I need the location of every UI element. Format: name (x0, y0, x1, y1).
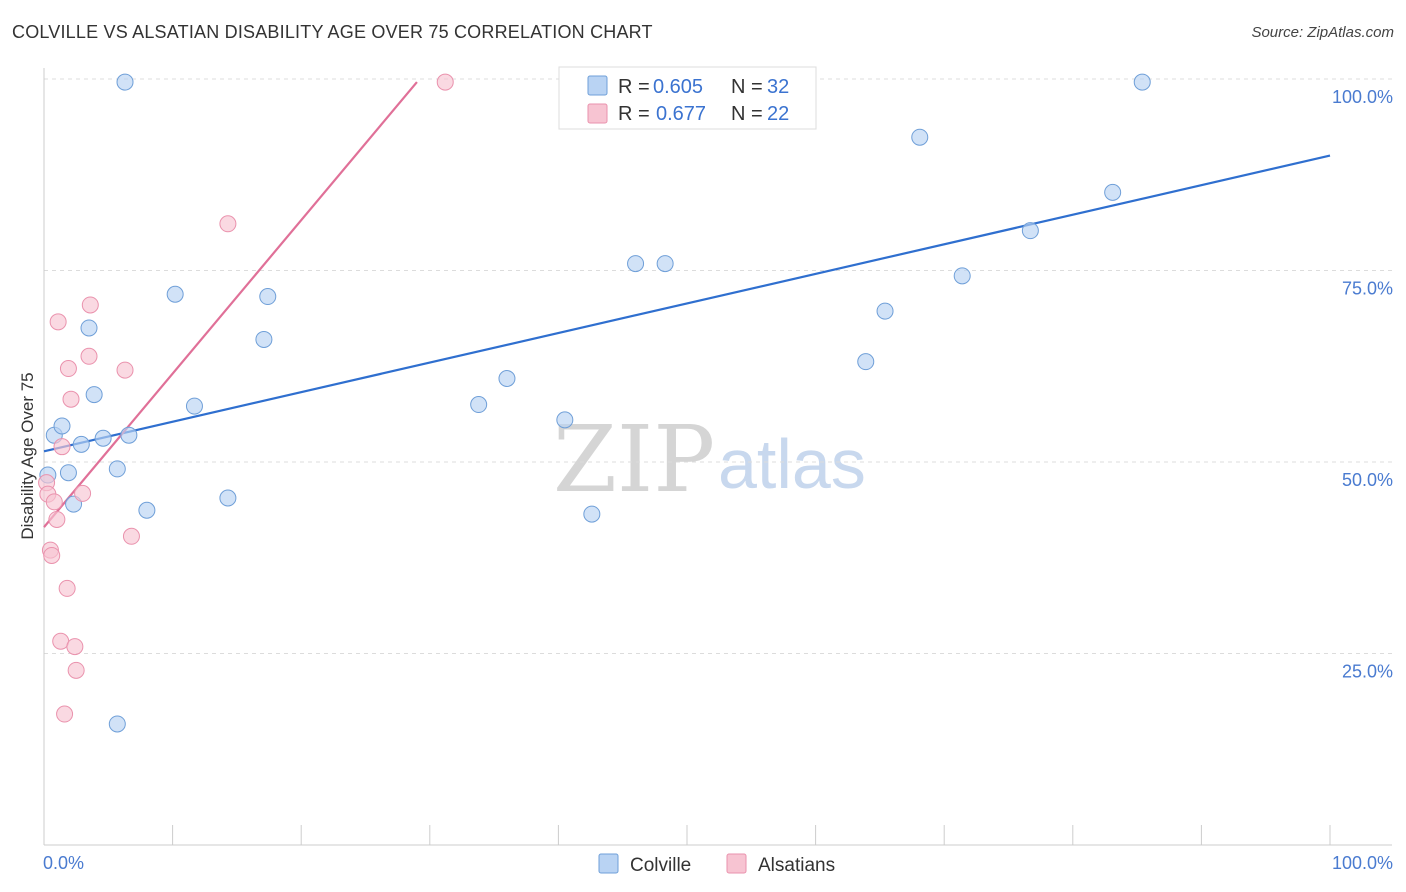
bottom-legend-swatch-alsatians (726, 853, 747, 874)
legend-r-value-alsatians: 0.677 (656, 103, 706, 125)
watermark: ZIP atlas (553, 406, 866, 513)
point-colville (255, 330, 273, 348)
point-colville (59, 464, 77, 482)
bottom-legend-swatch-colville (598, 853, 619, 874)
legend-n-label-alsatians: N = (731, 103, 763, 125)
point-alsatians (80, 347, 98, 365)
legend-r-value-colville: 0.605 (653, 76, 703, 98)
point-colville (138, 501, 156, 519)
point-alsatians (436, 73, 454, 91)
legend-r-label-alsatians: R = (618, 103, 650, 125)
point-colville (583, 505, 601, 523)
data-points (38, 73, 1151, 733)
watermark-atlas: atlas (718, 425, 866, 503)
trend-line-alsatians (43, 81, 418, 528)
legend-swatch-colville (587, 75, 608, 96)
point-alsatians (52, 632, 70, 650)
legend-n-value-colville: 32 (767, 76, 789, 98)
legend-n-value-alsatians: 22 (767, 103, 789, 125)
x-tick-label-left: 0.0% (43, 853, 84, 873)
point-colville (911, 128, 929, 146)
y-tick-label: 100.0% (1332, 87, 1393, 107)
point-colville (185, 397, 203, 415)
point-colville (1021, 222, 1039, 240)
point-colville (470, 396, 488, 414)
point-colville (627, 255, 645, 273)
y-tick-label: 75.0% (1342, 279, 1393, 299)
point-alsatians (66, 638, 84, 656)
legend-swatch-alsatians (587, 103, 608, 124)
point-alsatians (45, 493, 63, 511)
y-tick-label: 25.0% (1342, 662, 1393, 682)
point-colville (108, 460, 126, 478)
point-alsatians (53, 438, 71, 456)
source-label: Source: ZipAtlas.com (1251, 24, 1394, 41)
gridlines (44, 78, 1392, 654)
point-colville (80, 319, 98, 337)
point-alsatians (58, 579, 76, 597)
correlation-legend: R = 0.605 N = 32 R = 0.677 N = 22 (558, 66, 817, 130)
point-alsatians (62, 390, 80, 408)
point-colville (219, 489, 237, 507)
legend-r-label-colville: R = (618, 76, 650, 98)
y-tick-labels: 100.0% 75.0% 50.0% 25.0% (1332, 87, 1393, 682)
point-colville (857, 353, 875, 371)
point-alsatians (219, 215, 237, 233)
bottom-legend-label-alsatians: Alsatians (758, 855, 835, 876)
y-axis-title: Disability Age Over 75 (18, 372, 37, 539)
point-colville (1133, 73, 1151, 91)
point-colville (116, 73, 134, 91)
point-alsatians (116, 361, 134, 379)
series-legend: Colville Alsatians (598, 853, 835, 876)
point-alsatians (122, 527, 140, 545)
point-colville (1104, 183, 1122, 201)
point-alsatians (43, 546, 61, 564)
point-colville (108, 715, 126, 733)
point-colville (120, 426, 138, 444)
y-tick-label: 50.0% (1342, 470, 1393, 490)
point-colville (72, 435, 90, 453)
point-colville (94, 429, 112, 447)
point-colville (166, 285, 184, 303)
point-alsatians (81, 296, 99, 314)
point-colville (953, 267, 971, 285)
point-alsatians (74, 484, 92, 502)
point-alsatians (59, 360, 77, 378)
point-alsatians (67, 661, 85, 679)
point-alsatians (48, 510, 66, 528)
point-colville (656, 255, 674, 273)
point-colville (498, 370, 516, 388)
bottom-legend-label-colville: Colville (630, 855, 691, 876)
trend-lines (43, 81, 1331, 528)
point-colville (85, 386, 103, 404)
trend-line-colville (43, 154, 1331, 453)
chart-title: COLVILLE VS ALSATIAN DISABILITY AGE OVER… (12, 22, 653, 42)
point-colville (259, 288, 277, 306)
point-colville (876, 302, 894, 320)
point-colville (556, 411, 574, 429)
legend-n-label-colville: N = (731, 76, 763, 98)
point-alsatians (49, 313, 67, 331)
axes (43, 68, 1392, 846)
point-alsatians (56, 705, 74, 723)
point-colville (53, 417, 71, 435)
x-tick-label-right: 100.0% (1332, 853, 1393, 873)
watermark-zip: ZIP (553, 406, 715, 513)
